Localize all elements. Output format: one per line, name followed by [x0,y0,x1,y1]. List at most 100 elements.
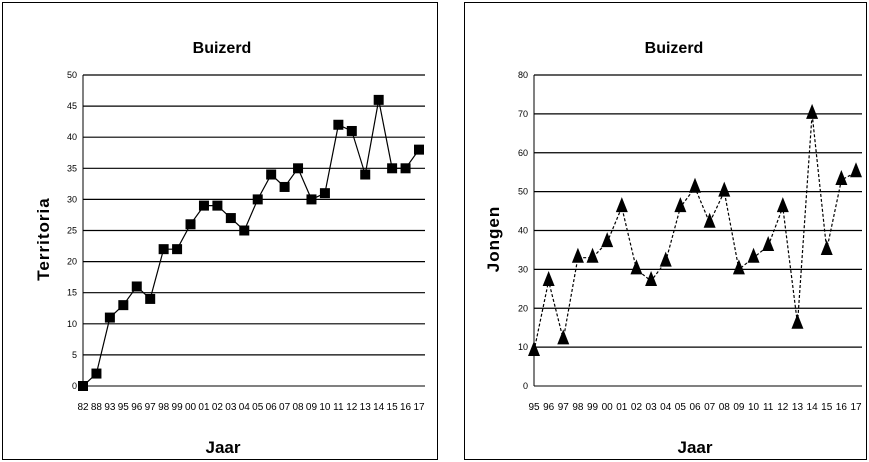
x-tick-label: 16 [400,402,412,413]
x-tick-label: 95 [118,402,130,413]
data-point [172,244,183,255]
y-tick-label: 5 [72,350,77,360]
data-point [703,212,716,228]
x-tick-label: 14 [373,402,385,413]
x-tick-label: 00 [602,402,614,413]
data-point [601,232,614,248]
x-tick-label: 12 [777,402,789,413]
y-tick-label: 35 [67,163,77,173]
chart-panel-territoria: Buizerd 0 5 10 15 20 25 30 35 40 45 50 82 88 93 95 96 97… [2,2,438,460]
data-point [225,213,236,224]
y-tick-label: 50 [67,70,77,80]
x-tick-label: 09 [733,402,745,413]
x-tick-label: 11 [333,402,344,413]
x-tick-label: 09 [306,402,318,413]
x-tick-label: 98 [158,402,170,413]
y-tick-label: 10 [518,342,528,352]
chart-panel-jongen: Buizerd 0 10 20 30 40 50 60 70 80 95 96 97 98 99 00 01 0… [464,2,867,460]
data-point [346,125,357,136]
data-point [645,271,658,287]
series-line [82,99,420,387]
y-tick-label: 20 [67,257,77,267]
data-point [806,103,819,119]
x-tick-label: 05 [252,402,264,413]
y-tick-label: 50 [518,187,528,197]
x-tick-label: 01 [616,402,628,413]
data-point [732,259,745,275]
x-tick-label: 03 [225,402,237,413]
y-axis-label: Territoria [34,197,53,280]
y-tick-label: 70 [518,109,528,119]
data-point [279,181,290,192]
data-point [630,259,643,275]
data-point [659,251,672,267]
data-point [586,247,599,263]
x-tick-label: 00 [185,402,197,413]
x-tick-label: 95 [528,402,540,413]
x-tick-label: 17 [413,402,425,413]
x-tick-label: 04 [660,402,672,413]
data-point [615,197,628,213]
series-line [533,113,857,352]
y-tick-label: 40 [518,226,528,236]
data-point [104,312,115,323]
x-axis-label: Jaar [678,438,713,457]
x-tick-label: 93 [104,402,116,413]
y-tick-label: 40 [67,132,77,142]
data-point [747,247,760,263]
chart-title: Buizerd [645,40,704,57]
data-point [835,169,848,185]
data-point [387,163,398,174]
x-tick-label: 10 [319,402,331,413]
x-tick-label: 13 [792,402,804,413]
data-point [306,194,317,205]
data-point [145,293,156,304]
data-point [776,197,789,213]
x-tick-label: 11 [763,402,774,413]
data-point [373,94,384,105]
y-tick-label: 25 [67,226,77,236]
data-point [674,197,687,213]
x-tick-label: 15 [821,402,833,413]
x-axis-label: Jaar [206,438,241,457]
data-point [118,300,129,311]
data-point [266,169,277,180]
x-tick-label: 05 [675,402,687,413]
data-point [239,225,250,236]
data-point [158,244,169,255]
data-point [198,200,209,211]
data-point [820,239,833,255]
data-point [78,381,88,391]
y-tick-label: 60 [518,148,528,158]
x-tick-label: 96 [543,402,555,413]
x-tick-label: 07 [704,402,716,413]
data-point [718,181,731,197]
y-tick-label: 45 [67,101,77,111]
x-tick-label: 01 [198,402,210,413]
data-point [542,271,555,287]
x-tick-label: 03 [646,402,658,413]
x-tick-label: 02 [212,402,224,413]
x-tick-label: 16 [836,402,848,413]
chart-title: Buizerd [193,40,252,57]
x-tick-label: 17 [850,402,862,413]
data-point [333,119,344,130]
data-point [414,144,424,155]
data-point [293,163,304,174]
y-tick-label: 10 [67,319,77,329]
x-tick-label: 06 [266,402,278,413]
x-tick-label: 04 [239,402,251,413]
x-tick-label: 13 [360,402,372,413]
data-point [252,194,263,205]
x-tick-label: 88 [91,402,103,413]
x-tick-label: 08 [719,402,731,413]
x-tick-label: 10 [748,402,760,413]
data-point [850,162,862,178]
x-tick-label: 07 [279,402,291,413]
x-tick-label: 12 [346,402,358,413]
data-point [400,163,411,174]
x-tick-label: 98 [572,402,584,413]
data-point [557,329,570,345]
